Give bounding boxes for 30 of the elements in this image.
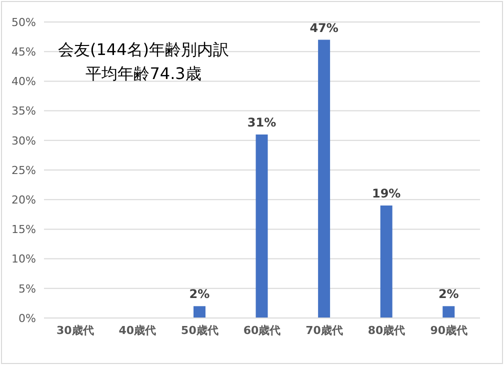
text: 平均年齢74.3歳 xyxy=(84,63,202,85)
x-tick-label: 70歳代 xyxy=(306,324,343,337)
y-tick-label: 45% xyxy=(12,46,36,59)
x-tick-label: 40歳代 xyxy=(118,324,156,337)
y-tick-label: 0% xyxy=(18,312,36,325)
x-tick-label: 30歳代 xyxy=(56,324,94,337)
bar xyxy=(193,306,206,318)
y-tick-label: 10% xyxy=(12,252,36,266)
data-label: 2% xyxy=(189,287,210,302)
text: 会友(144名)年齢別内訳 xyxy=(58,39,230,61)
x-tick-label: 50歳代 xyxy=(181,324,218,337)
y-tick-label: 5% xyxy=(18,282,36,296)
x-tick-label: 60歳代 xyxy=(243,324,281,337)
x-tick-label: 90歳代 xyxy=(430,324,468,337)
data-label: 47% xyxy=(310,20,338,35)
bar xyxy=(380,206,392,318)
bar xyxy=(256,134,268,318)
bar xyxy=(442,306,455,318)
y-tick-label: 15% xyxy=(12,223,36,236)
y-tick-label: 50% xyxy=(12,16,36,29)
y-tick-label: 25% xyxy=(12,164,36,177)
data-label: 31% xyxy=(247,115,276,130)
y-tick-label: 20% xyxy=(12,194,36,207)
y-tick-label: 40% xyxy=(12,75,36,88)
y-tick-label: 30% xyxy=(12,134,36,148)
data-label: 19% xyxy=(372,186,401,201)
x-tick-label: 80歳代 xyxy=(368,324,406,337)
y-tick-label: 35% xyxy=(12,104,36,118)
data-label: 2% xyxy=(438,287,459,302)
bar xyxy=(318,40,330,318)
